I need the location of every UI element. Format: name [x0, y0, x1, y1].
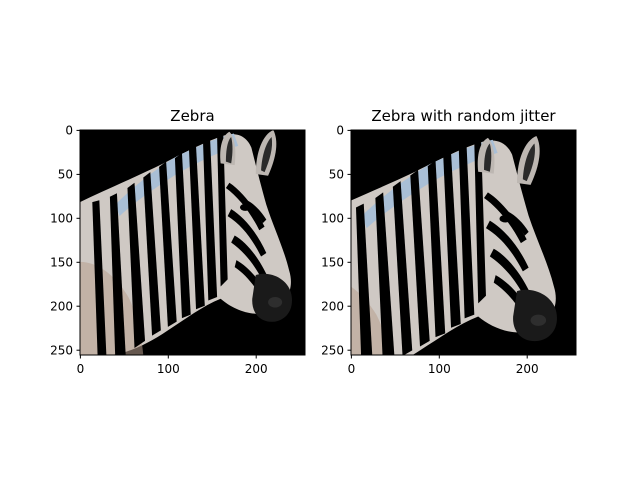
- x-tick-label: 0: [77, 362, 85, 376]
- x-tick-label: 100: [157, 362, 180, 376]
- panel-original: Zebra 0 50 100 150 200 250: [50, 107, 306, 376]
- y-tick-label: 200: [321, 299, 344, 313]
- y-tick-label: 150: [321, 255, 344, 269]
- x-tick-label: 0: [348, 362, 356, 376]
- x-tick-label: 200: [516, 362, 539, 376]
- y-tick-label: 0: [65, 124, 73, 138]
- y-axis: [347, 129, 351, 351]
- x-tick-label: 100: [428, 362, 451, 376]
- y-tick-label: 150: [50, 255, 73, 269]
- y-tick-label: 100: [321, 211, 344, 225]
- y-tick-label: 250: [50, 343, 73, 357]
- x-axis: [350, 355, 528, 359]
- panel-title: Zebra: [170, 107, 214, 125]
- zebra-jittered-image: [351, 130, 576, 355]
- y-axis: [76, 129, 80, 351]
- y-tick-label: 200: [50, 299, 73, 313]
- y-tick-label: 0: [336, 124, 344, 138]
- y-tick-label: 100: [50, 211, 73, 225]
- x-tick-label: 200: [245, 362, 268, 376]
- panel-title: Zebra with random jitter: [371, 107, 556, 125]
- zebra-image: [80, 130, 305, 355]
- axes-frame: [350, 129, 577, 356]
- y-tick-label: 50: [329, 168, 344, 182]
- y-tick-label: 250: [321, 343, 344, 357]
- panel-jittered: Zebra with random jitter 0 50 100 150 20: [321, 107, 577, 376]
- axes-frame: [79, 129, 306, 356]
- x-axis: [79, 355, 257, 359]
- y-tick-label: 50: [58, 168, 73, 182]
